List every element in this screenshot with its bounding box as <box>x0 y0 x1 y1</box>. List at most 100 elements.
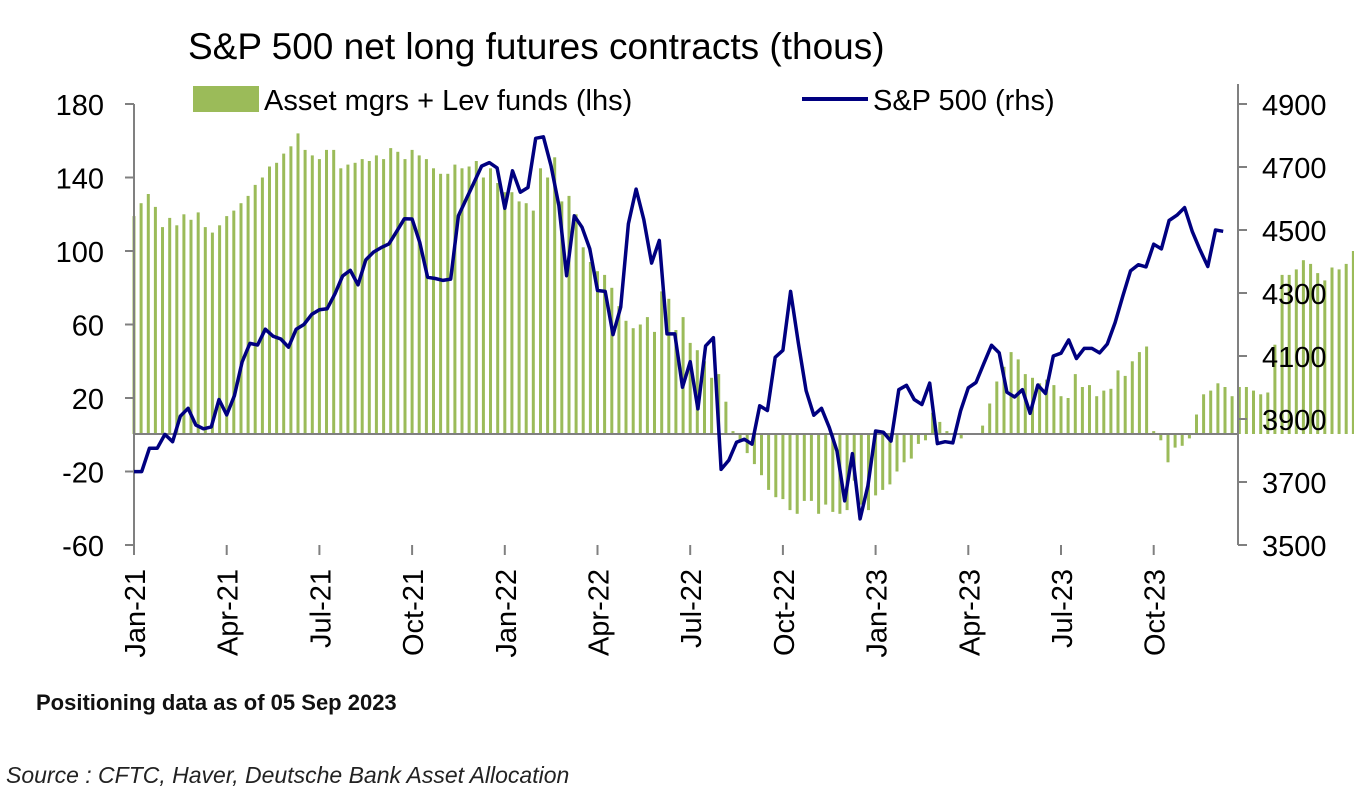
right-tick-label: 4900 <box>1262 90 1327 122</box>
bar <box>539 168 542 435</box>
left-tick-label: 20 <box>72 384 104 416</box>
bar <box>196 212 200 434</box>
bar <box>817 434 821 514</box>
bar <box>574 214 578 435</box>
bar <box>460 168 464 435</box>
bar <box>888 434 892 485</box>
bar <box>845 434 849 511</box>
bar <box>453 164 457 434</box>
bar <box>1102 390 1106 434</box>
bar <box>874 434 878 496</box>
bar <box>1244 387 1248 434</box>
right-tick-label: 3900 <box>1262 405 1327 437</box>
bar <box>1273 344 1277 434</box>
bar <box>1309 263 1313 434</box>
bar <box>909 434 913 459</box>
bar <box>1123 375 1127 434</box>
bar <box>752 434 756 465</box>
bar <box>631 328 635 434</box>
bar <box>881 434 885 490</box>
bar <box>895 434 899 472</box>
bar <box>382 159 386 434</box>
bar <box>1237 387 1241 434</box>
bar <box>802 434 806 501</box>
bar <box>617 306 621 434</box>
bar <box>774 434 778 498</box>
bar <box>489 168 492 435</box>
sp500-line <box>134 135 1224 521</box>
bar <box>695 350 699 434</box>
x-tick-label: Jan-22 <box>491 569 523 658</box>
bar <box>703 361 706 435</box>
bar <box>232 210 236 434</box>
bar <box>1066 398 1070 434</box>
bar <box>809 434 813 501</box>
bar <box>1166 434 1170 463</box>
bar <box>268 166 271 434</box>
left-tick-label: 140 <box>56 164 104 196</box>
bar <box>1152 431 1156 434</box>
bar <box>1301 260 1305 434</box>
bar <box>432 168 435 435</box>
bar <box>253 184 257 434</box>
bar <box>1323 280 1327 434</box>
bar <box>517 201 521 434</box>
bar <box>588 262 592 434</box>
bar <box>310 155 314 434</box>
bar <box>959 434 963 439</box>
bar <box>1038 383 1042 434</box>
bar <box>1209 390 1213 434</box>
x-tick-label: Jul-21 <box>305 569 337 648</box>
bar <box>1045 379 1049 434</box>
bar <box>624 320 628 434</box>
bar <box>1316 273 1320 434</box>
bar <box>795 434 799 514</box>
legend: Asset mgrs + Lev funds (lhs) S&P 500 (rh… <box>193 85 1055 117</box>
bar <box>524 203 528 434</box>
line-layer <box>134 135 1224 521</box>
right-tick-label: 4100 <box>1262 342 1327 374</box>
bar <box>610 287 614 435</box>
axes-layer <box>133 84 1239 545</box>
left-tick-label: 180 <box>56 90 104 122</box>
bar <box>403 159 407 434</box>
bar <box>1252 390 1255 434</box>
bar <box>1109 388 1113 434</box>
x-tick-label: Apr-22 <box>584 569 616 656</box>
bar <box>1216 383 1220 434</box>
bar <box>1344 263 1348 434</box>
bar <box>902 434 906 463</box>
bar <box>1287 274 1291 434</box>
bar <box>667 298 671 434</box>
bar <box>681 317 685 434</box>
bar <box>139 203 143 434</box>
x-tick-label: Jan-21 <box>120 569 152 658</box>
bar <box>995 381 999 434</box>
bar <box>496 183 500 434</box>
x-tick-label: Oct-22 <box>769 569 801 656</box>
bar <box>1187 434 1191 439</box>
bar <box>531 210 535 434</box>
bar <box>546 177 550 434</box>
bar <box>210 232 214 434</box>
bar <box>560 201 564 434</box>
left-tick-label: -20 <box>62 458 104 490</box>
right-tick-label: 4700 <box>1262 153 1327 185</box>
bar <box>1052 385 1056 434</box>
bar <box>581 247 585 434</box>
bar <box>446 173 450 435</box>
bar <box>339 168 343 435</box>
bar <box>396 151 400 435</box>
bar <box>988 403 992 434</box>
bar <box>1145 346 1149 434</box>
x-tick-label: Oct-21 <box>398 569 430 656</box>
x-tick-label: Jan-23 <box>862 569 894 658</box>
bar <box>1002 366 1006 434</box>
bar <box>439 173 443 435</box>
bar <box>824 434 828 505</box>
bar <box>1173 434 1177 448</box>
bar <box>931 412 935 434</box>
bar <box>189 219 193 434</box>
bar <box>781 434 785 500</box>
